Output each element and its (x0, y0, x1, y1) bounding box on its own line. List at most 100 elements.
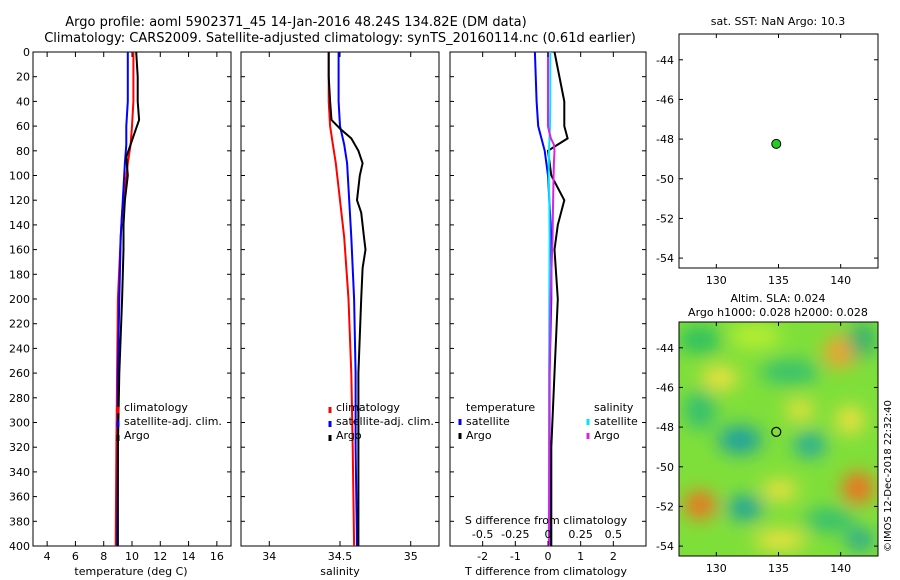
salinity-series-argo (327, 52, 367, 546)
temperature-xtick-label: 10 (125, 550, 139, 563)
difference-panel: -2 -1 0 1 2 -0.5 -0.25 0 0.25 0.5 T difference fr… (449, 51, 647, 578)
temperature-ytick-label: 20 (16, 71, 30, 84)
temperature-ytick-label: 360 (9, 491, 30, 504)
sla-map-ytick-label: -54 (656, 540, 674, 553)
sst-map-ytick-label: -44 (656, 54, 674, 67)
sla-map-xtick-label: 135 (768, 562, 789, 575)
salinity-legend-argo: Argo (336, 429, 362, 442)
temperature-legend: climatology satellite-adj. clim. Argo (116, 401, 222, 442)
difference-xlabel: T difference from climatology (464, 565, 627, 578)
sla-map-title-line2: Argo h1000: 0.028 h2000: 0.028 (688, 306, 868, 319)
difference-legend-sal-satellite: satellite (594, 415, 638, 428)
sst-map-ytick-label: -54 (656, 252, 674, 265)
salinity-xlabel: salinity (320, 565, 360, 578)
sst-map-ytick-label: -48 (656, 133, 674, 146)
difference-xtick-label: 1 (577, 550, 584, 563)
sst-map-xtick-label: 130 (706, 274, 727, 287)
difference-s-xtick-label: 0.25 (568, 528, 593, 541)
salinity-legend-climatology: climatology (336, 401, 400, 414)
difference-xtick-label: 0 (545, 550, 552, 563)
temperature-xtick-label: 6 (72, 550, 79, 563)
difference-s-xtick-label: -0.25 (501, 528, 529, 541)
sla-map-xtick-label: 140 (830, 562, 851, 575)
temperature-ytick-label: 80 (16, 145, 30, 158)
salinity-xtick-label: 35 (404, 550, 418, 563)
salinity-legend: climatology satellite-adj. clim. Argo (328, 401, 434, 442)
temperature-legend-argo: Argo (124, 429, 150, 442)
temperature-ytick-label: 140 (9, 219, 30, 232)
sst-map-ytick-label: -46 (656, 93, 674, 106)
temperature-ytick-label: 320 (9, 441, 30, 454)
temperature-xtick-label: 14 (182, 550, 196, 563)
figure-title-line2: Climatology: CARS2009. Satellite-adjuste… (44, 31, 636, 46)
temperature-legend-climatology: climatology (124, 401, 188, 414)
difference-xtick-label: -2 (477, 550, 488, 563)
sla-map-panel: Altim. SLA: 0.024 Argo h1000: 0.028 h200… (656, 292, 879, 575)
salinity-series-satellite-adj-clim- (337, 52, 358, 547)
temperature-legend-satellite: satellite-adj. clim. (124, 415, 222, 428)
temperature-series-satellite-adj-clim- (116, 52, 129, 547)
sla-map-xtick-label: 130 (706, 562, 727, 575)
difference-legend-salinity-title: salinity (594, 401, 634, 414)
sla-map-ytick-label: -48 (656, 421, 674, 434)
temperature-ytick-label: 60 (16, 120, 30, 133)
temperature-ytick-label: 240 (9, 342, 30, 355)
sst-argo-location-marker (771, 138, 782, 149)
temperature-panel: 4 6 8 10 12 14 1602040608010012014016018020022… (9, 46, 232, 578)
salinity-panel: 34 34.5 35 salinity climatology satellite-… (240, 51, 440, 578)
temperature-ytick-label: 40 (16, 95, 30, 108)
difference-s-xtick-label: 0.5 (605, 528, 623, 541)
temperature-xtick-label: 8 (100, 550, 107, 563)
difference-series-temperature-argo (546, 51, 569, 546)
temperature-series-argo (116, 51, 141, 546)
sla-heatmap (679, 322, 878, 556)
difference-legend-temp-argo: Argo (466, 429, 492, 442)
temperature-ytick-label: 100 (9, 170, 30, 183)
temperature-ytick-label: 300 (9, 417, 30, 430)
salinity-series-climatology (327, 52, 356, 547)
figure-title-line1: Argo profile: aoml 5902371_45 14-Jan-201… (65, 15, 526, 30)
salinity-xtick-label: 34.5 (328, 550, 353, 563)
difference-s-xtick-label: -0.5 (472, 528, 493, 541)
difference-legend-temperature-title: temperature (466, 401, 535, 414)
sla-map-ytick-label: -52 (656, 500, 674, 513)
sla-map-title-line1: Altim. SLA: 0.024 (730, 292, 825, 305)
temperature-ytick-label: 160 (9, 244, 30, 257)
difference-series-salinity-argo (547, 52, 556, 547)
temperature-ytick-label: 280 (9, 392, 30, 405)
difference-top-xlabel: S difference from climatology (465, 514, 628, 527)
difference-xtick-label: -1 (510, 550, 521, 563)
temperature-ytick-label: 260 (9, 367, 30, 380)
sst-map-ytick-label: -52 (656, 212, 674, 225)
temperature-ytick-label: 400 (9, 540, 30, 553)
salinity-xtick-label: 34 (262, 550, 276, 563)
sst-map-panel: sat. SST: NaN Argo: 10.3 130 135 140 -44 -46… (656, 15, 879, 287)
temperature-ytick-label: 0 (23, 46, 30, 59)
imos-timestamp: ©IMOS 12-Dec-2018 22:32:40 (883, 400, 894, 552)
difference-legend-temp-satellite: satellite (466, 415, 510, 428)
temperature-xtick-label: 16 (210, 550, 224, 563)
difference-xtick-label: 2 (610, 550, 617, 563)
salinity-legend-satellite: satellite-adj. clim. (336, 415, 434, 428)
temperature-ytick-label: 380 (9, 515, 30, 528)
temperature-ytick-label: 200 (9, 293, 30, 306)
sst-map-ytick-label: -50 (656, 173, 674, 186)
temperature-xtick-label: 12 (153, 550, 167, 563)
sst-map-xtick-label: 135 (768, 274, 789, 287)
sst-map-xtick-label: 140 (830, 274, 851, 287)
temperature-ytick-label: 340 (9, 466, 30, 479)
sst-map-axes (678, 33, 879, 269)
temperature-ytick-label: 120 (9, 194, 30, 207)
sla-argo-location-marker (771, 426, 782, 437)
temperature-ytick-label: 220 (9, 318, 30, 331)
temperature-xlabel: temperature (deg C) (74, 565, 187, 578)
sla-map-ytick-label: -44 (656, 342, 674, 355)
difference-legend-sal-argo: Argo (594, 429, 620, 442)
difference-s-xtick-label: 0 (545, 528, 552, 541)
temperature-ytick-label: 180 (9, 268, 30, 281)
sst-map-title: sat. SST: NaN Argo: 10.3 (711, 15, 845, 28)
difference-legend: temperature satellite Argo salinity sate… (458, 401, 638, 442)
temperature-xtick-label: 4 (44, 550, 51, 563)
sla-map-ytick-label: -46 (656, 381, 674, 394)
